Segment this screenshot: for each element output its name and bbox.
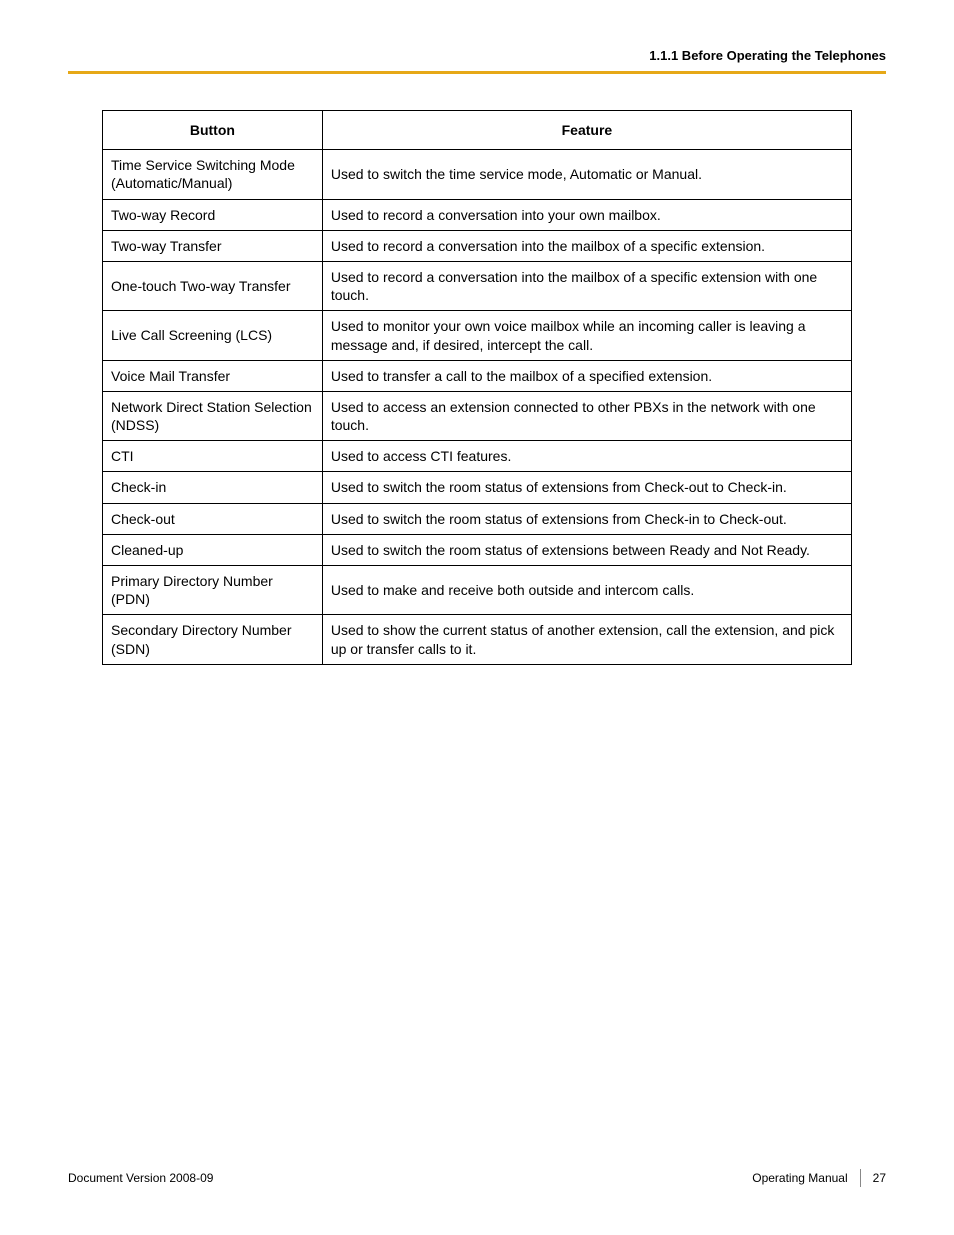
page-number: 27 (873, 1171, 886, 1185)
page-footer: Document Version 2008-09 Operating Manua… (68, 1169, 886, 1187)
accent-rule (68, 71, 886, 74)
cell-button: CTI (103, 441, 323, 472)
cell-feature: Used to access an extension connected to… (322, 391, 851, 440)
cell-button: Live Call Screening (LCS) (103, 311, 323, 360)
cell-feature: Used to transfer a call to the mailbox o… (322, 360, 851, 391)
cell-feature: Used to switch the room status of extens… (322, 534, 851, 565)
cell-button: Check-in (103, 472, 323, 503)
cell-button: Check-out (103, 503, 323, 534)
manual-label: Operating Manual (752, 1171, 847, 1185)
col-header-button: Button (103, 111, 323, 150)
table-row: Network Direct Station Selection (NDSS) … (103, 391, 852, 440)
page: 1.1.1 Before Operating the Telephones Bu… (0, 0, 954, 1235)
table-row: Check-out Used to switch the room status… (103, 503, 852, 534)
col-header-feature: Feature (322, 111, 851, 150)
cell-button: Time Service Switching Mode (Automatic/M… (103, 150, 323, 199)
cell-feature: Used to monitor your own voice mailbox w… (322, 311, 851, 360)
cell-button: Network Direct Station Selection (NDSS) (103, 391, 323, 440)
cell-feature: Used to record a conversation into the m… (322, 230, 851, 261)
table-row: Live Call Screening (LCS) Used to monito… (103, 311, 852, 360)
table-row: One-touch Two-way Transfer Used to recor… (103, 261, 852, 310)
table-row: Check-in Used to switch the room status … (103, 472, 852, 503)
cell-feature: Used to make and receive both outside an… (322, 566, 851, 615)
cell-button: Two-way Transfer (103, 230, 323, 261)
table-row: Primary Directory Number (PDN) Used to m… (103, 566, 852, 615)
table-row: Time Service Switching Mode (Automatic/M… (103, 150, 852, 199)
cell-button: Secondary Directory Number (SDN) (103, 615, 323, 664)
cell-button: Cleaned-up (103, 534, 323, 565)
cell-feature: Used to switch the time service mode, Au… (322, 150, 851, 199)
header-section-title: 1.1.1 Before Operating the Telephones (68, 48, 886, 71)
button-feature-table: Button Feature Time Service Switching Mo… (102, 110, 852, 665)
footer-right: Operating Manual 27 (752, 1169, 886, 1187)
cell-feature: Used to access CTI features. (322, 441, 851, 472)
cell-button: One-touch Two-way Transfer (103, 261, 323, 310)
table-row: Two-way Transfer Used to record a conver… (103, 230, 852, 261)
table-row: Secondary Directory Number (SDN) Used to… (103, 615, 852, 664)
table-header-row: Button Feature (103, 111, 852, 150)
footer-divider (860, 1169, 861, 1187)
table-row: Voice Mail Transfer Used to transfer a c… (103, 360, 852, 391)
cell-button: Primary Directory Number (PDN) (103, 566, 323, 615)
cell-feature: Used to show the current status of anoth… (322, 615, 851, 664)
cell-button: Two-way Record (103, 199, 323, 230)
table-row: Cleaned-up Used to switch the room statu… (103, 534, 852, 565)
cell-button: Voice Mail Transfer (103, 360, 323, 391)
cell-feature: Used to record a conversation into the m… (322, 261, 851, 310)
cell-feature: Used to record a conversation into your … (322, 199, 851, 230)
cell-feature: Used to switch the room status of extens… (322, 472, 851, 503)
cell-feature: Used to switch the room status of extens… (322, 503, 851, 534)
table-row: CTI Used to access CTI features. (103, 441, 852, 472)
table-row: Two-way Record Used to record a conversa… (103, 199, 852, 230)
doc-version: Document Version 2008-09 (68, 1171, 213, 1185)
